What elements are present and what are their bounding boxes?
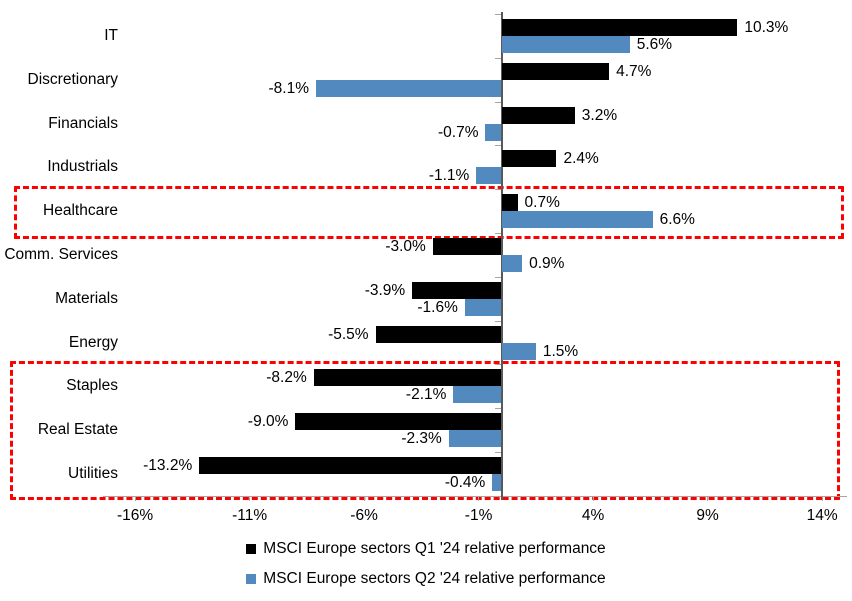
bar-q1 — [412, 281, 502, 299]
value-label: 4.7% — [616, 62, 652, 80]
legend-label-q1: MSCI Europe sectors Q1 '24 relative perf… — [263, 540, 606, 557]
category-label-real-estate: Real Estate — [37, 421, 118, 439]
value-label: 1.5% — [542, 342, 579, 360]
category-axis-tick — [495, 57, 501, 59]
bar-q1 — [432, 238, 502, 255]
bar-q1 — [313, 369, 502, 387]
category-axis-tick — [495, 276, 501, 278]
x-tick-mark — [821, 497, 823, 501]
bar-q2 — [485, 123, 502, 141]
category-axis-tick — [495, 320, 501, 322]
bar-q2 — [453, 386, 502, 404]
x-tick-mark — [592, 497, 594, 501]
x-tick-mark — [134, 497, 136, 501]
bar-q2 — [316, 79, 502, 97]
bar-q1 — [501, 19, 738, 36]
x-axis-line — [103, 496, 847, 497]
bar-q2 — [501, 36, 630, 53]
value-label: -2.3% — [401, 430, 442, 448]
category-label-healthcare: Healthcare — [43, 202, 118, 220]
category-axis-tick — [495, 495, 501, 497]
legend-label-q2: MSCI Europe sectors Q2 '24 relative perf… — [263, 570, 606, 587]
x-tick-label: -11% — [232, 507, 268, 524]
value-label: -1.6% — [417, 298, 458, 316]
value-label: -2.1% — [405, 386, 447, 404]
value-label: -3.0% — [385, 238, 426, 255]
bar-q2 — [501, 211, 653, 229]
value-label: -5.5% — [328, 325, 369, 343]
value-label: -1.1% — [428, 167, 470, 185]
legend-swatch-q2 — [246, 573, 257, 584]
category-label-comm-services: Comm. Services — [4, 245, 118, 263]
category-label-staples: Staples — [66, 377, 118, 395]
x-tick-label: 4% — [581, 507, 605, 524]
value-label: -9.0% — [247, 413, 289, 431]
value-label: 3.2% — [581, 106, 618, 124]
bar-q1 — [501, 150, 557, 168]
bar-q2 — [464, 298, 502, 316]
x-tick-mark — [707, 497, 709, 501]
value-label: 5.6% — [636, 36, 673, 53]
value-label: -13.2% — [143, 457, 193, 474]
bar-q1 — [375, 325, 502, 343]
x-tick-label: -1% — [464, 507, 493, 524]
x-tick-label: 14% — [806, 507, 838, 524]
category-axis-tick — [495, 189, 501, 191]
category-axis-tick — [495, 14, 501, 15]
value-label: 0.7% — [524, 194, 560, 212]
category-axis-tick — [495, 452, 501, 453]
category-axis-tick — [495, 233, 501, 234]
value-label: 10.3% — [744, 19, 789, 36]
category-axis-tick — [495, 408, 501, 410]
value-label: 0.9% — [529, 255, 565, 272]
category-label-utilities: Utilities — [68, 464, 118, 482]
category-label-discretionary: Discretionary — [27, 70, 118, 88]
value-label: 6.6% — [659, 211, 695, 229]
defensives-highlight — [10, 361, 840, 500]
bar-q1 — [501, 106, 575, 124]
x-tick-label: -6% — [350, 507, 378, 524]
value-label: -3.9% — [364, 281, 406, 299]
legend-swatch-q1 — [246, 543, 257, 554]
healthcare-highlight — [14, 186, 844, 239]
category-label-industrials: Industrials — [47, 158, 118, 176]
category-axis-tick — [495, 101, 501, 103]
bar-q2 — [448, 430, 502, 448]
category-label-materials: Materials — [55, 289, 118, 307]
x-tick-mark — [249, 497, 251, 501]
value-label: -0.7% — [437, 123, 479, 141]
value-label: -8.2% — [266, 369, 307, 387]
category-axis-tick — [495, 145, 501, 147]
x-tick-label: 9% — [696, 507, 719, 524]
x-tick-mark — [363, 497, 365, 501]
bar-q1 — [199, 457, 502, 474]
bar-q2 — [501, 342, 536, 360]
x-tick-label: -16% — [117, 507, 154, 524]
legend-item-q2: MSCI Europe sectors Q2 '24 relative perf… — [0, 569, 852, 588]
bar-q2 — [476, 167, 502, 185]
bar-q1 — [501, 62, 610, 80]
bar-q2 — [501, 255, 523, 272]
bar-q1 — [501, 194, 518, 212]
x-tick-mark — [478, 497, 480, 501]
value-label: -0.4% — [444, 474, 486, 491]
category-label-energy: Energy — [68, 333, 118, 351]
category-axis-tick — [495, 364, 501, 366]
legend-item-q1: MSCI Europe sectors Q1 '24 relative perf… — [0, 539, 852, 558]
value-label: -8.1% — [268, 79, 310, 97]
category-label-it: IT — [104, 26, 118, 44]
bar-q1 — [295, 413, 502, 431]
category-label-financials: Financials — [48, 114, 118, 132]
bar-q2 — [492, 474, 502, 491]
value-label: 2.4% — [563, 150, 599, 168]
